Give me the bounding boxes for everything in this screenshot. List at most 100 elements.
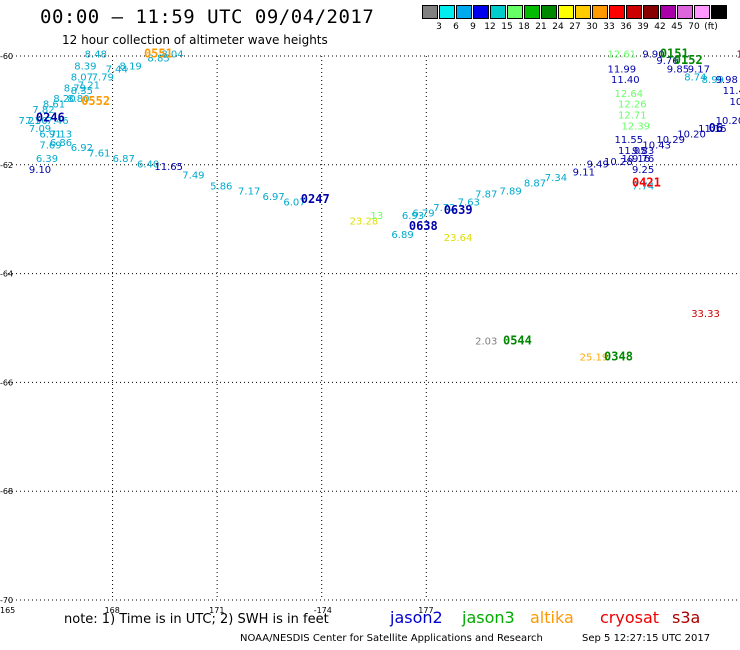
observation-layer: 8.48 8.048.398.858.197.448.077.797.218.79… bbox=[18, 50, 740, 364]
swh-value: 6.07 bbox=[283, 198, 305, 209]
latitude-label: -62 bbox=[0, 161, 13, 170]
satellite-name-cryosat: cryosat bbox=[600, 608, 660, 627]
swh-value: 7.49 bbox=[182, 170, 204, 181]
swh-value: 8.87 bbox=[524, 179, 546, 190]
swh-value: 6.93 bbox=[402, 211, 424, 222]
swh-value: 6.40 bbox=[137, 160, 159, 171]
swh-value: 6.97 bbox=[262, 192, 284, 203]
swh-value: 8.80 bbox=[67, 94, 89, 105]
longitude-label: 168 bbox=[105, 606, 120, 615]
swh-value: 7.82 bbox=[32, 105, 54, 116]
credit-line: NOAA/NESDIS Center for Satellite Applica… bbox=[240, 633, 543, 644]
generated-timestamp: Sep 5 12:27:15 UTC 2017 bbox=[582, 633, 711, 644]
legend-label: 18 bbox=[518, 22, 530, 32]
longitude-label: 165 bbox=[0, 606, 15, 615]
legend-label: 3 bbox=[436, 22, 442, 32]
legend-label: (ft) bbox=[704, 22, 718, 32]
swh-value: 11.55 bbox=[615, 135, 644, 146]
legend-swatch bbox=[660, 5, 676, 19]
swh-value: 9.11 bbox=[573, 168, 595, 179]
swh-value: 9.76 bbox=[656, 56, 678, 67]
pass-time-layer: 0551 0552 0246 0247 0638 0639 0544 0348 0421 0151… bbox=[36, 47, 723, 364]
swh-value: 8.74 bbox=[684, 72, 706, 83]
swh-value: 12.39 bbox=[621, 121, 650, 132]
swh-value: 7.21 bbox=[78, 81, 100, 92]
legend-swatch bbox=[507, 5, 523, 19]
legend-swatch bbox=[677, 5, 693, 19]
legend-label: 36 bbox=[620, 22, 632, 32]
swh-value: 8.61 bbox=[43, 100, 65, 111]
legend-swatch bbox=[609, 5, 625, 19]
swh-value: 23.64 bbox=[444, 233, 473, 244]
swh-value: 8.85 bbox=[147, 53, 169, 64]
swh-value: 9.90 bbox=[642, 50, 664, 61]
swh-value: 6.86 bbox=[50, 138, 72, 149]
swh-value: 7.74 bbox=[632, 181, 654, 192]
legend-label: 33 bbox=[603, 22, 615, 32]
swh-value: 7.21 bbox=[18, 116, 40, 127]
swh-value: 25.19 bbox=[580, 353, 609, 364]
satellite-name-jason2: jason2 bbox=[390, 608, 443, 627]
longitude-label: 171 bbox=[209, 606, 224, 615]
swh-value: 11.15 bbox=[698, 124, 727, 135]
legend-label: 27 bbox=[569, 22, 581, 32]
swh-value: 7.50 bbox=[25, 116, 47, 127]
swh-value: 7.79 bbox=[92, 72, 114, 83]
latitude-label: -68 bbox=[0, 487, 13, 496]
swh-value: 10.43 bbox=[642, 140, 671, 151]
swh-value: 10.28 bbox=[604, 157, 633, 168]
swh-value: 6.39 bbox=[36, 154, 58, 165]
swh-value: 7.34 bbox=[545, 173, 567, 184]
legend-label: 70 bbox=[688, 22, 700, 32]
pass-time-label: 0638 bbox=[409, 219, 438, 233]
swh-value: 7.17 bbox=[238, 187, 260, 198]
swh-value: 5.86 bbox=[210, 181, 232, 192]
swh-value: 11.99 bbox=[608, 64, 637, 75]
legend-label: 6 bbox=[453, 22, 459, 32]
swh-value: 1 bbox=[737, 50, 740, 61]
swh-value: 7.44 bbox=[106, 64, 128, 75]
swh-value: 33.33 bbox=[691, 309, 720, 320]
swh-value: 8.48 bbox=[85, 50, 107, 61]
swh-value: 12.61 bbox=[608, 50, 637, 61]
footer-note: note: 1) Time is in UTC; 2) SWH is in fe… bbox=[64, 612, 329, 627]
legend-swatch bbox=[473, 5, 489, 19]
swh-value: 10.4 bbox=[730, 97, 740, 108]
swh-value: 6.92 bbox=[71, 143, 93, 154]
legend-label: 24 bbox=[552, 22, 564, 32]
legend-swatch bbox=[626, 5, 642, 19]
swh-value: 23.28 bbox=[350, 217, 379, 228]
longitude-label: -174 bbox=[314, 606, 332, 615]
swh-value: 10.29 bbox=[656, 135, 685, 146]
swh-value: 11.65 bbox=[154, 162, 183, 173]
legend-swatch bbox=[558, 5, 574, 19]
swh-value: 8.35 bbox=[71, 86, 93, 97]
swh-value: 8.20 bbox=[53, 94, 75, 105]
swh-value: 8.79 bbox=[64, 83, 86, 94]
legend-label: 21 bbox=[535, 22, 547, 32]
swh-value: 11.40 bbox=[611, 75, 640, 86]
swh-value: 11.05 bbox=[618, 146, 647, 157]
longitude-label: 177 bbox=[418, 606, 433, 615]
latitude-label: -60 bbox=[0, 52, 13, 61]
swh-value: 7.46 bbox=[46, 116, 68, 127]
legend-label: 15 bbox=[501, 22, 513, 32]
swh-value: 7.13 bbox=[50, 130, 72, 141]
swh-value: 7.89 bbox=[499, 187, 521, 198]
legend-swatch bbox=[439, 5, 455, 19]
pass-time-label: 0551 bbox=[144, 47, 173, 61]
pass-time-label: 0552 bbox=[81, 94, 110, 108]
pass-time-label: 0152 bbox=[674, 53, 703, 67]
graticule bbox=[8, 55, 740, 601]
swh-value: 6.89 bbox=[391, 230, 413, 241]
satellite-name-altika: altika bbox=[530, 608, 574, 627]
swh-value: 12.64 bbox=[615, 89, 644, 100]
legend-swatch bbox=[592, 5, 608, 19]
swh-value: 9.85 bbox=[667, 64, 689, 75]
pass-time-label: 0151 bbox=[660, 47, 689, 61]
legend-swatch bbox=[711, 5, 727, 19]
swh-value: 8.99 bbox=[702, 75, 724, 86]
swh-value: 8.19 bbox=[120, 62, 142, 73]
swh-value: 7.72 bbox=[433, 203, 455, 214]
